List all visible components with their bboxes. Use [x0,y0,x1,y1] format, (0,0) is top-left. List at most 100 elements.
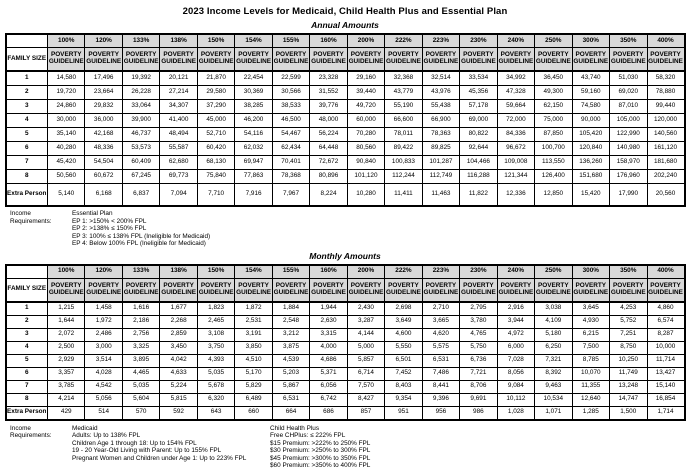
amount-cell: 5,575 [421,340,461,355]
amount-cell: 151,680 [571,169,611,184]
annual-amounts-table: 100% 120% 133% 138% 150% 154% 155% 160% 200% 222%… [4,33,686,207]
medicaid-notes: Medicaid Adults: Up to 138% FPL Children … [72,425,270,470]
percent-column-header: 155% [271,33,311,48]
amount-cell: 9,691 [459,392,498,407]
percent-column-header: 133% [121,264,161,279]
poverty-guideline-header: POVERTY GUIDELINE [646,277,685,303]
percent-column-header: 133% [121,33,161,48]
amount-cell: 60,672 [84,169,123,184]
amount-cell: 78,880 [646,85,685,100]
amount-cell: 4,028 [84,366,123,381]
amount-cell: 39,776 [309,99,348,114]
amount-cell: 5,035 [121,379,161,394]
amount-cell: 59,160 [571,85,611,100]
amount-cell: 78,363 [421,127,461,142]
amount-cell: 17,990 [609,183,648,207]
amount-cell: 12,850 [534,183,573,207]
amount-cell: 36,450 [534,70,573,86]
amount-cell: 32,514 [421,70,461,86]
amount-cell: 9,463 [534,379,573,394]
amount-cell: 90,840 [346,155,386,170]
amount-cell: 4,253 [609,301,648,316]
percent-column-header: 230% [459,264,498,279]
percent-column-header: 120% [84,264,123,279]
amount-cell: 62,150 [534,99,573,114]
poverty-guideline-header: POVERTY GUIDELINE [496,47,536,72]
amount-cell: 43,779 [384,85,423,100]
amount-cell: 59,664 [496,99,536,114]
note-line: 19 - 20 Year-Old Living with Parent: Up … [72,447,222,455]
amount-cell: 68,130 [196,155,236,170]
poverty-guideline-header: POVERTY GUIDELINE [571,277,611,303]
amount-cell: 8,427 [346,392,386,407]
percent-column-header: 200% [346,33,386,48]
amount-cell: 54,116 [234,127,273,142]
amount-cell: 956 [421,405,461,421]
amount-cell: 69,020 [609,85,648,100]
amount-cell: 2,268 [159,314,198,329]
note-line: $30 Premium: >250% to 300% FPL [270,447,371,455]
table-row: 8 50,560 60,672 67,245 69,773 75,840 77,863 78,… [5,169,685,184]
percent-column-header: 250% [534,33,573,48]
amount-cell: 30,369 [234,85,273,100]
amount-cell: 5,056 [84,392,123,407]
family-size-cell: 1 [5,301,48,316]
amount-cell: 62,032 [234,141,273,156]
amount-cell: 72,672 [309,155,348,170]
amount-cell: 4,214 [46,392,86,407]
amount-cell: 570 [121,405,161,421]
amount-cell: 7,721 [459,366,498,381]
amount-cell: 39,440 [346,85,386,100]
amount-cell: 120,000 [646,113,685,128]
table-row: 6 40,280 48,336 53,573 55,587 60,420 62,032 62,… [5,141,685,156]
poverty-guideline-header: POVERTY GUIDELINE [121,47,161,72]
note-line: $60 Premium: >350% to 400% FPL [270,462,371,470]
amount-cell: 4,542 [84,379,123,394]
amount-cell: 48,494 [159,127,198,142]
percent-column-header: 240% [496,264,536,279]
table-row: 7 45,420 54,504 60,409 62,680 68,130 69,947 70,… [5,155,685,170]
amount-cell: 45,000 [196,113,236,128]
poverty-guideline-header: POVERTY GUIDELINE [46,47,86,72]
poverty-guideline-header: POVERTY GUIDELINE [609,277,648,303]
amount-cell: 2,710 [421,301,461,316]
amount-cell: 6,531 [271,392,311,407]
percent-column-header: 150% [196,264,236,279]
poverty-guideline-header: POVERTY GUIDELINE [159,47,198,72]
amount-cell: 66,900 [421,113,461,128]
amount-cell: 3,875 [271,340,311,355]
poverty-guideline-header: POVERTY GUIDELINE [534,277,573,303]
amount-cell: 23,328 [309,70,348,86]
amount-cell: 20,560 [646,183,685,207]
amount-cell: 4,600 [384,327,423,342]
amount-cell: 5,604 [121,392,161,407]
amount-cell: 3,357 [46,366,86,381]
poverty-guideline-header: POVERTY GUIDELINE [534,47,573,72]
amount-cell: 49,300 [534,85,573,100]
medicaid-title: Medicaid [72,424,98,432]
amount-cell: 5,815 [159,392,198,407]
amount-cell: 8,224 [309,183,348,207]
percent-column-header: 154% [234,33,273,48]
annual-income-requirements: Income Requirements: Essential Plan EP 1… [10,210,690,248]
table-row: 2 1,644 1,972 2,186 2,268 2,465 2,531 2,548 2,63… [5,314,685,329]
amount-cell: 4,860 [646,301,685,316]
amount-cell: 78,368 [271,169,311,184]
page-title: 2023 Income Levels for Medicaid, Child H… [182,6,508,17]
amount-cell: 74,580 [571,99,611,114]
amount-cell: 55,438 [421,99,461,114]
table-row: 4 2,500 3,000 3,325 3,450 3,750 3,850 3,875 4,00… [5,340,685,355]
amount-cell: 8,750 [609,340,648,355]
amount-cell: 8,441 [421,379,461,394]
amount-cell: 116,288 [459,169,498,184]
percent-column-header: 150% [196,33,236,48]
amount-cell: 2,929 [46,353,86,368]
amount-cell: 75,000 [534,113,573,128]
amount-cell: 32,368 [384,70,423,86]
amount-cell: 4,000 [309,340,348,355]
amount-cell: 6,736 [459,353,498,368]
amount-cell: 87,850 [534,127,573,142]
table-row: 3 2,072 2,486 2,756 2,859 3,108 3,191 3,212 3,31… [5,327,685,342]
annual-amounts-subtitle: Annual Amounts [311,20,379,30]
amount-cell: 29,580 [196,85,236,100]
